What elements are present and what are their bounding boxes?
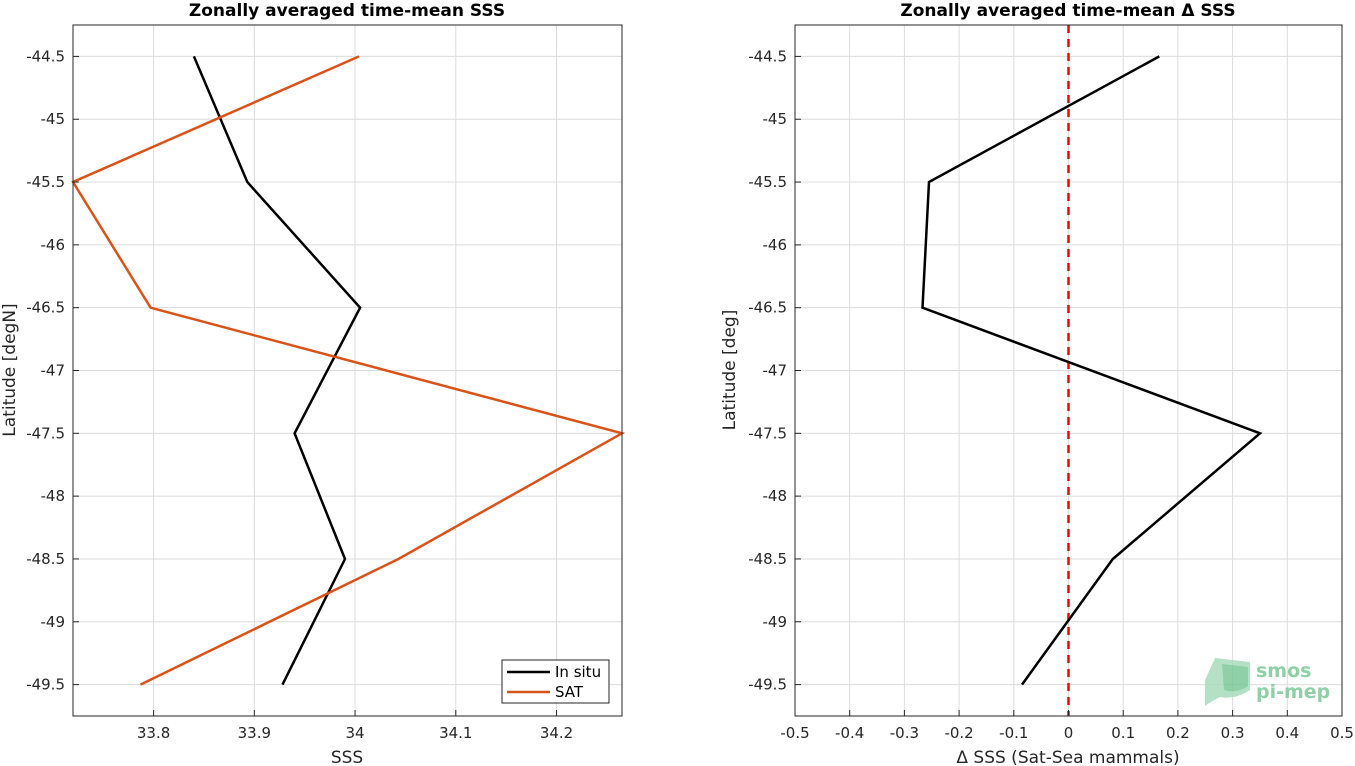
- legend-label-sat: SAT: [555, 683, 584, 701]
- chart-title-left: Zonally averaged time-mean SSS: [189, 1, 505, 21]
- y-tick-label-left-5: -47: [41, 362, 66, 380]
- y-tick-label-left-7: -48: [41, 487, 66, 505]
- x-ticks-right: -0.5 -0.4 -0.3 -0.2 -0.1 0 0.1 0.2 0.3 0.4 0.5: [780, 710, 1354, 742]
- y-tick-label-left-1: -45: [41, 110, 66, 128]
- logo-text-pi-mep: pi-mep: [1256, 681, 1330, 703]
- legend-box: [501, 659, 610, 704]
- y-tick-label-right-4: -46.5: [748, 299, 787, 317]
- chart-left: 33.8 33.9 34 34.1 34.2 -44.5 -45 -45.5 -46 -46.5…: [0, 1, 626, 766]
- x-tick-label-right-3: -0.2: [944, 724, 973, 742]
- x-tick-label-left-0: 33.8: [137, 724, 170, 742]
- series-line-sat: [71, 55, 626, 686]
- x-tick-label-right-5: 0: [1064, 724, 1074, 742]
- y-tick-label-right-2: -45.5: [748, 173, 787, 191]
- y-tick-label-right-1: -45: [763, 110, 788, 128]
- series-line-in-situ: [192, 55, 362, 686]
- x-tick-label-right-2: -0.3: [890, 724, 919, 742]
- y-tick-label-left-2: -45.5: [26, 173, 65, 191]
- y-tick-label-right-9: -49: [763, 613, 788, 631]
- y-ticks-right: -44.5 -45 -45.5 -46 -46.5 -47 -47.5 -48 -48.5 -49…: [748, 47, 801, 694]
- series-line-delta-sss-0: [921, 55, 1263, 686]
- y-tick-label-right-6: -47.5: [748, 424, 787, 442]
- grid-y-left: [73, 55, 622, 686]
- x-tick-label-left-2: 34: [346, 724, 365, 742]
- chart-right: -0.5 -0.4 -0.3 -0.2 -0.1 0 0.1 0.2 0.3 0.4 0.5 -44…: [720, 1, 1354, 766]
- x-axis-label-right: Δ SSS (Sat-Sea mammals): [956, 748, 1179, 766]
- logo-text-smos: smos: [1256, 660, 1311, 682]
- x-tick-label-right-8: 0.3: [1221, 724, 1245, 742]
- smos-pi-mep-logo: smos pi-mep: [1205, 658, 1330, 706]
- x-tick-label-right-4: -0.1: [999, 724, 1028, 742]
- x-tick-label-right-0: -0.5: [780, 724, 809, 742]
- y-tick-label-left-9: -49: [41, 613, 66, 631]
- y-tick-label-left-8: -48.5: [26, 550, 65, 568]
- x-tick-label-left-4: 34.2: [540, 724, 573, 742]
- y-axis-label-right: Latitude [deg]: [720, 310, 740, 431]
- y-tick-label-right-3: -46: [763, 236, 788, 254]
- x-tick-label-right-10: 0.5: [1330, 724, 1354, 742]
- x-tick-label-right-1: -0.4: [835, 724, 864, 742]
- y-tick-label-left-4: -46.5: [26, 299, 65, 317]
- x-tick-label-left-1: 33.9: [238, 724, 271, 742]
- legend-label-in-situ: In situ: [555, 663, 601, 681]
- y-tick-label-left-3: -46: [41, 236, 66, 254]
- x-tick-label-right-6: 0.1: [1111, 724, 1135, 742]
- y-tick-label-right-5: -47: [763, 362, 788, 380]
- y-tick-label-left-10: -49.5: [26, 676, 65, 694]
- x-tick-label-left-3: 34.1: [439, 724, 472, 742]
- grid-y-right: [795, 55, 1342, 686]
- x-axis-label-left: SSS: [331, 748, 363, 766]
- y-tick-label-left-0: -44.5: [26, 47, 65, 65]
- x-tick-label-right-9: 0.4: [1275, 724, 1299, 742]
- y-tick-label-left-6: -47.5: [26, 424, 65, 442]
- y-axis-label-left: Latitude [degN]: [0, 303, 20, 436]
- x-ticks-left: 33.8 33.9 34 34.1 34.2: [137, 710, 573, 742]
- logo-wave-icon-inner: [1222, 664, 1248, 692]
- chart-title-right: Zonally averaged time-mean Δ SSS: [900, 1, 1235, 21]
- series-right: [921, 55, 1263, 686]
- y-tick-label-right-0: -44.5: [748, 47, 787, 65]
- y-tick-label-right-7: -48: [763, 487, 788, 505]
- y-ticks-left: -44.5 -45 -45.5 -46 -46.5 -47 -47.5 -48 -48.5 -49…: [26, 47, 79, 694]
- y-tick-label-right-10: -49.5: [748, 676, 787, 694]
- x-tick-label-right-7: 0.2: [1166, 724, 1190, 742]
- legend: In situ SAT: [501, 659, 610, 704]
- y-tick-label-right-8: -48.5: [748, 550, 787, 568]
- series-left: [71, 55, 626, 686]
